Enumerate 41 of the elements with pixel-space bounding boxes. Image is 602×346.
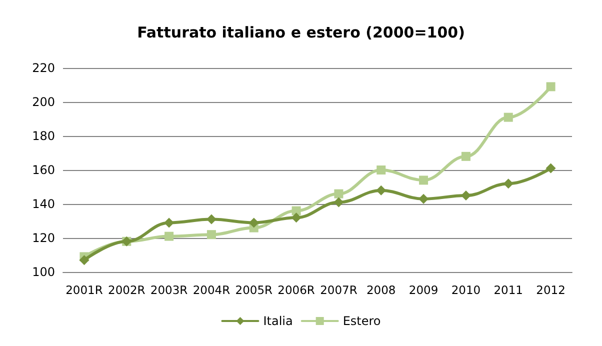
y-tick-label: 220 bbox=[32, 61, 55, 75]
y-tick-label: 140 bbox=[32, 197, 55, 211]
point bbox=[248, 218, 259, 228]
x-tick-label: 2009 bbox=[408, 283, 438, 297]
point bbox=[206, 230, 216, 240]
y-tick-label: 100 bbox=[32, 265, 55, 279]
x-tick-label: 2003R bbox=[150, 283, 188, 297]
point bbox=[503, 178, 514, 189]
y-tick-label: 160 bbox=[32, 163, 55, 177]
point bbox=[334, 189, 344, 198]
x-tick-label: 2006R bbox=[278, 283, 315, 297]
chart-title: Fatturato italiano e estero (2000=100) bbox=[137, 24, 465, 42]
point bbox=[376, 166, 386, 174]
x-tick-label: 2007R bbox=[320, 283, 358, 297]
x-tick-label: 2001R bbox=[66, 283, 103, 297]
x-tick-label: 2012 bbox=[536, 283, 566, 297]
x-tick-label: 2002R bbox=[108, 283, 146, 297]
point bbox=[460, 190, 471, 200]
legend-label: Estero bbox=[342, 314, 381, 328]
point bbox=[504, 112, 513, 122]
y-tick-label: 200 bbox=[32, 95, 55, 109]
x-tick-label: 2005R bbox=[235, 283, 273, 297]
point bbox=[418, 194, 429, 204]
x-tick-label: 2010 bbox=[451, 283, 481, 297]
x-tick-label: 2008 bbox=[366, 283, 396, 297]
point bbox=[376, 185, 386, 196]
point bbox=[206, 214, 216, 224]
y-tick-label: 180 bbox=[32, 129, 55, 143]
point bbox=[461, 152, 470, 161]
point bbox=[291, 212, 302, 223]
point bbox=[334, 197, 344, 208]
y-tick-label: 120 bbox=[32, 231, 55, 245]
point bbox=[546, 82, 556, 92]
point bbox=[79, 255, 90, 266]
point bbox=[419, 176, 428, 185]
point bbox=[164, 232, 174, 241]
x-tick-label: 2004R bbox=[192, 283, 230, 297]
legend-label: Italia bbox=[263, 314, 293, 328]
x-tick-label: 2011 bbox=[494, 283, 524, 297]
point bbox=[164, 218, 174, 228]
point bbox=[546, 163, 556, 174]
